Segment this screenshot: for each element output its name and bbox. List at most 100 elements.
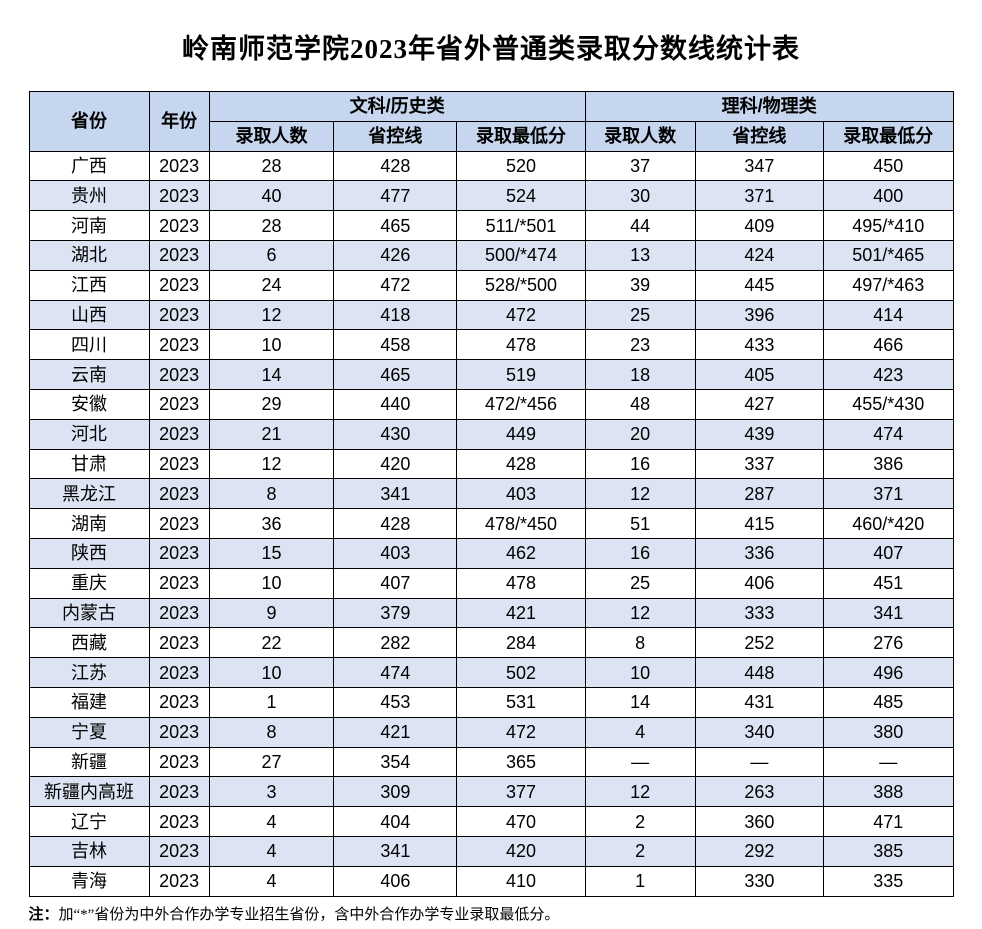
province-cell: 陕西 — [28, 537, 150, 569]
sci-admit-count-cell: — — [584, 746, 696, 778]
table-row: 黑龙江 2023 8 341 403 12 287 371 — [28, 478, 954, 510]
sci-min-score-cell: 385 — [823, 835, 954, 867]
year-cell: 2023 — [148, 418, 210, 450]
arts-control-line-cell: 407 — [333, 567, 458, 599]
table-row: 西藏 2023 22 282 284 8 252 276 — [28, 627, 954, 659]
table-row: 重庆 2023 10 407 478 25 406 451 — [28, 567, 954, 599]
arts-control-line-cell: 404 — [333, 806, 458, 837]
year-cell: 2023 — [148, 627, 210, 659]
year-cell: 2023 — [148, 448, 210, 480]
sci-admit-count-cell: 2 — [584, 806, 696, 837]
arts-min-score-cell: 377 — [456, 776, 586, 808]
arts-control-line-cell: 477 — [333, 180, 458, 212]
table-row: 宁夏 2023 8 421 472 4 340 380 — [28, 716, 954, 748]
arts-admit-count-cell: 10 — [208, 329, 335, 361]
year-cell: 2023 — [148, 537, 210, 569]
sci-min-score-cell: — — [823, 746, 954, 778]
province-cell: 江苏 — [28, 657, 150, 688]
arts-admit-count-cell: 4 — [208, 806, 335, 837]
sci-admit-count-cell: 25 — [584, 299, 696, 331]
sci-min-score-cell: 380 — [823, 716, 954, 748]
table-row: 陕西 2023 15 403 462 16 336 407 — [28, 537, 954, 569]
arts-min-score-cell: 462 — [456, 537, 586, 569]
table-row: 新疆 2023 27 354 365— — — — [28, 746, 954, 778]
footnote-prefix: 注： — [28, 906, 59, 923]
arts-admit-count-cell: 1 — [208, 686, 335, 718]
province-cell: 安徽 — [28, 388, 150, 420]
year-cell: 2023 — [148, 478, 210, 510]
year-cell: 2023 — [148, 657, 210, 688]
arts-control-line-cell: 426 — [333, 239, 458, 271]
sci-admit-count-cell: 8 — [584, 627, 696, 659]
arts-admit-count-cell: 21 — [208, 418, 335, 450]
sci-control-line-cell: 252 — [694, 627, 825, 659]
arts-admit-count-cell: 12 — [208, 299, 335, 331]
province-cell: 江西 — [28, 269, 150, 301]
province-cell: 河北 — [28, 418, 150, 450]
province-cell: 西藏 — [28, 627, 150, 659]
sci-control-line-cell: 287 — [694, 478, 825, 510]
footnote: 注：加“*”省份为中外合作办学专业招生省份，含中外合作办学专业录取最低分。 — [29, 906, 954, 925]
col-header-arts-min-score: 录取最低分 — [456, 120, 586, 152]
sci-control-line-cell: 439 — [694, 418, 825, 450]
arts-min-score-cell: 420 — [456, 835, 586, 867]
arts-admit-count-cell: 3 — [208, 776, 335, 808]
table-body: 广西 2023 28 428 520 37 347 450 贵州 2023 40 477 524 30 37… — [28, 150, 954, 897]
arts-admit-count-cell: 40 — [208, 180, 335, 212]
arts-min-score-cell: 478 — [456, 329, 586, 361]
col-header-province: 省份 — [28, 91, 150, 152]
arts-control-line-cell: 453 — [333, 686, 458, 718]
arts-min-score-cell: 502 — [456, 657, 586, 688]
arts-control-line-cell: 465 — [333, 359, 458, 390]
year-cell: 2023 — [148, 865, 210, 897]
arts-admit-count-cell: 12 — [208, 448, 335, 480]
arts-admit-count-cell: 6 — [208, 239, 335, 271]
col-header-sci-admit-count: 录取人数 — [584, 120, 696, 152]
sci-min-score-cell: 501/*465 — [823, 239, 954, 271]
year-cell: 2023 — [148, 388, 210, 420]
table-row: 吉林 2023 4 341 420 2 292 385 — [28, 835, 954, 867]
sci-admit-count-cell: 13 — [584, 239, 696, 271]
year-cell: 2023 — [148, 746, 210, 778]
sci-min-score-cell: 407 — [823, 537, 954, 569]
arts-control-line-cell: 428 — [333, 508, 458, 539]
table-row: 贵州 2023 40 477 524 30 371 400 — [28, 180, 954, 212]
sci-control-line-cell: 347 — [694, 150, 825, 182]
province-cell: 辽宁 — [28, 806, 150, 837]
sci-min-score-cell: 450 — [823, 150, 954, 182]
table-row: 安徽 2023 29 440 472/*456 48 427 455/*430 — [28, 388, 954, 420]
col-header-sci-min-score: 录取最低分 — [823, 120, 954, 152]
year-cell: 2023 — [148, 508, 210, 539]
sci-admit-count-cell: 4 — [584, 716, 696, 748]
col-header-arts-admit-count: 录取人数 — [208, 120, 335, 152]
province-cell: 云南 — [28, 359, 150, 390]
sci-control-line-cell: — — [694, 746, 825, 778]
sci-min-score-cell: 496 — [823, 657, 954, 688]
province-cell: 山西 — [28, 299, 150, 331]
sci-min-score-cell: 466 — [823, 329, 954, 361]
sci-admit-count-cell: 23 — [584, 329, 696, 361]
year-cell: 2023 — [148, 686, 210, 718]
sci-control-line-cell: 431 — [694, 686, 825, 718]
sci-control-line-cell: 330 — [694, 865, 825, 897]
arts-min-score-cell: 410 — [456, 865, 586, 897]
sub-header-row: 录取人数 省控线 录取最低分 录取人数 省控线 录取最低分 — [29, 120, 954, 152]
year-cell: 2023 — [148, 299, 210, 331]
sci-admit-count-cell: 18 — [584, 359, 696, 390]
sci-min-score-cell: 460/*420 — [823, 508, 954, 539]
province-cell: 湖南 — [28, 508, 150, 539]
sci-admit-count-cell: 44 — [584, 210, 696, 241]
sci-min-score-cell: 388 — [823, 776, 954, 808]
sci-control-line-cell: 336 — [694, 537, 825, 569]
arts-min-score-cell: 472/*456 — [456, 388, 586, 420]
arts-min-score-cell: 531 — [456, 686, 586, 718]
sci-admit-count-cell: 12 — [584, 478, 696, 510]
sci-admit-count-cell: 12 — [584, 597, 696, 629]
sci-control-line-cell: 371 — [694, 180, 825, 212]
table-row: 河北 2023 21 430 449 20 439 474 — [28, 418, 954, 450]
sci-admit-count-cell: 16 — [584, 448, 696, 480]
sci-min-score-cell: 276 — [823, 627, 954, 659]
province-cell: 甘肃 — [28, 448, 150, 480]
arts-min-score-cell: 470 — [456, 806, 586, 837]
